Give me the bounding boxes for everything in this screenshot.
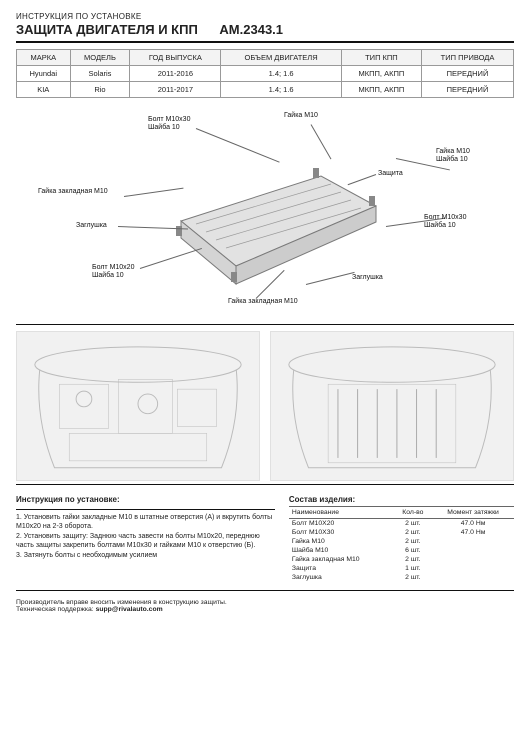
bom-table: НаименованиеКол-воМомент затяжки Болт М1… bbox=[289, 506, 514, 582]
callout-guard: Защита bbox=[378, 170, 403, 178]
table-row: HyundaiSolaris2011-20161.4; 1.6МКПП, АКП… bbox=[17, 66, 514, 82]
table-row: Заглушка2 шт. bbox=[289, 573, 514, 582]
callout-captive-nut-b: Гайка закладная М10 bbox=[228, 298, 298, 306]
callout-nut-m10: Гайка М10 bbox=[284, 112, 318, 120]
callout-plug-a: Заглушка bbox=[76, 222, 107, 230]
lower-rule bbox=[16, 484, 514, 485]
table-row: Защита1 шт. bbox=[289, 564, 514, 573]
table-row: Шайба М106 шт. bbox=[289, 546, 514, 555]
table-row: Болт М10Х302 шт.47.0 Нм bbox=[289, 528, 514, 537]
instruction-step-1: 1. Установить гайки закладные М10 в штат… bbox=[16, 513, 275, 532]
header-title: ЗАЩИТА ДВИГАТЕЛЯ И КПП bbox=[16, 22, 198, 37]
spec-table: МАРКАМОДЕЛЬГОД ВЫПУСКАОБЪЕМ ДВИГАТЕЛЯТИП… bbox=[16, 49, 514, 98]
instruction-step-3: 3. Затянуть болты с необходимым усилием bbox=[16, 551, 275, 560]
spec-col: ТИП КПП bbox=[341, 50, 421, 66]
table-row: Гайка М102 шт. bbox=[289, 537, 514, 546]
callout-bolt-m10x30-b: Болт М10х30Шайба 10 bbox=[424, 214, 466, 230]
footer-rule bbox=[16, 590, 514, 591]
mid-rule bbox=[16, 324, 514, 325]
part-number: AM.2343.1 bbox=[219, 22, 283, 37]
instructions-title: Инструкция по установке: bbox=[16, 495, 275, 506]
callout-captive-nut-a: Гайка закладная М10 bbox=[38, 188, 108, 196]
spec-col: МАРКА bbox=[17, 50, 71, 66]
spec-col: ГОД ВЫПУСКА bbox=[130, 50, 221, 66]
lower-section: Инструкция по установке: 1. Установить г… bbox=[16, 489, 514, 582]
support-label: Техническая поддержка: bbox=[16, 606, 94, 613]
footer: Производитель вправе вносить изменения в… bbox=[16, 599, 514, 613]
callout-bolt-m10x30-a: Болт М10х30Шайба 10 bbox=[148, 116, 190, 132]
table-row: Гайка закладная М102 шт. bbox=[289, 555, 514, 564]
callout-nut-washer-a: Гайка М10Шайба 10 bbox=[436, 148, 470, 164]
header-rule bbox=[16, 41, 514, 43]
callout-bolt-m10x20: Болт М10х20Шайба 10 bbox=[92, 264, 134, 280]
footer-note: Производитель вправе вносить изменения в… bbox=[16, 599, 514, 606]
bom-col: Кол-во bbox=[394, 507, 433, 519]
instruction-step-2: 2. Установить защиту: Заднюю часть завес… bbox=[16, 532, 275, 551]
install-diagram-left bbox=[16, 331, 260, 481]
spec-col: МОДЕЛЬ bbox=[70, 50, 130, 66]
header-subtitle: ИНСТРУКЦИЯ ПО УСТАНОВКЕ bbox=[16, 12, 514, 21]
install-diagram-right bbox=[270, 331, 514, 481]
bom-col: Момент затяжки bbox=[432, 507, 514, 519]
bom-title: Состав изделия: bbox=[289, 495, 514, 504]
table-row: Болт М10Х202 шт.47.0 Нм bbox=[289, 519, 514, 529]
skid-plate-icon bbox=[171, 166, 381, 306]
support-email: supp@rivalauto.com bbox=[96, 606, 163, 613]
header-title-row: ЗАЩИТА ДВИГАТЕЛЯ И КПП AM.2343.1 bbox=[16, 22, 514, 37]
callout-plug-b: Заглушка bbox=[352, 274, 383, 282]
main-diagram: Болт М10х30Шайба 10 Гайка М10 Гайка М10Ш… bbox=[16, 106, 514, 321]
install-diagrams bbox=[16, 331, 514, 481]
spec-col: ОБЪЕМ ДВИГАТЕЛЯ bbox=[221, 50, 341, 66]
spec-col: ТИП ПРИВОДА bbox=[422, 50, 514, 66]
table-row: KIARio2011-20171.4; 1.6МКПП, АКПППЕРЕДНИ… bbox=[17, 82, 514, 98]
bom-col: Наименование bbox=[289, 507, 394, 519]
